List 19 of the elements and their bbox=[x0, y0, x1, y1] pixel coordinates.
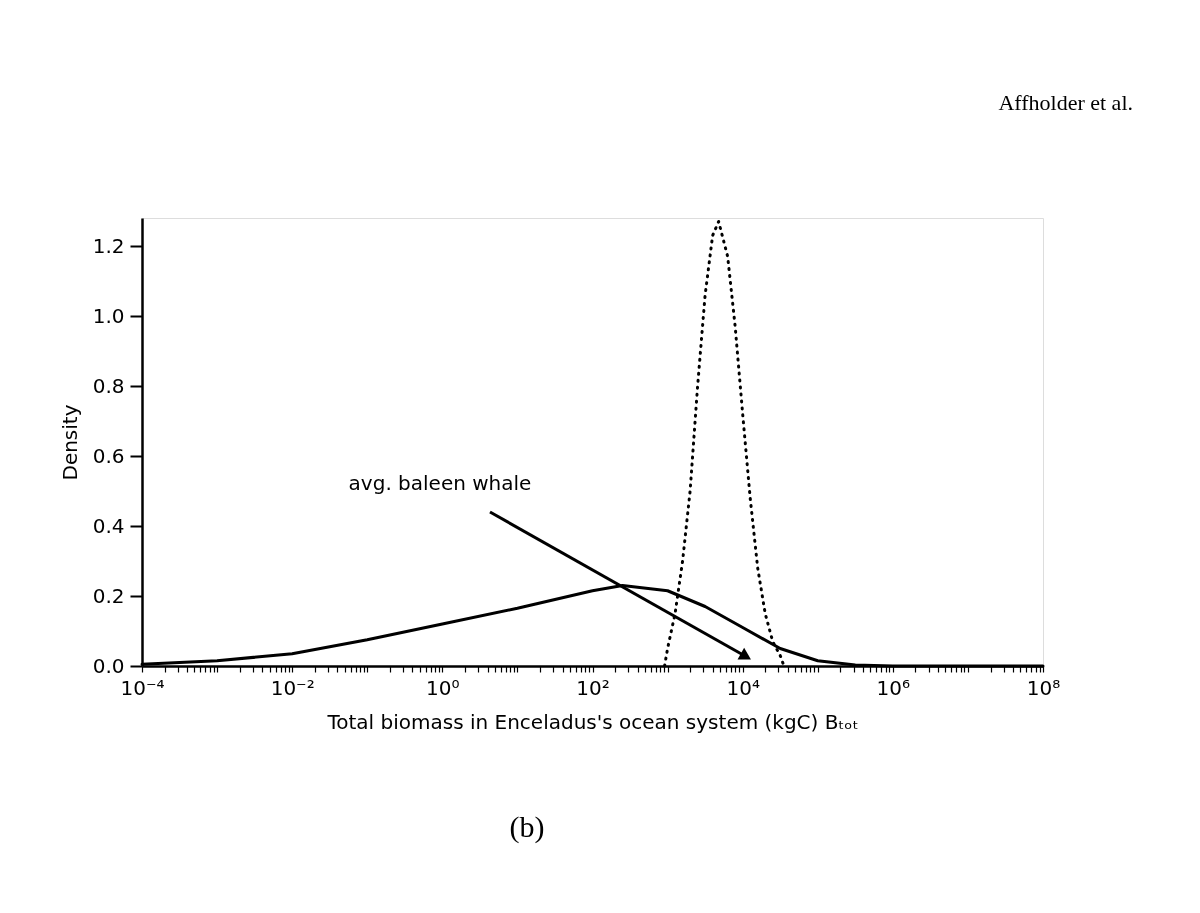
x-tick-label: 10⁻² bbox=[270, 675, 315, 700]
x-tick-label: 10² bbox=[576, 675, 610, 700]
text: (b) bbox=[509, 810, 545, 844]
y-tick-label: 0.4 bbox=[92, 513, 125, 538]
x-tick-label: 10⁴ bbox=[726, 675, 760, 700]
y-tick-label: 1.0 bbox=[92, 303, 125, 328]
text: Affholder et al. bbox=[998, 90, 1133, 115]
y-tick-label: 0.0 bbox=[92, 653, 125, 678]
x-tick-label: 10⁶ bbox=[876, 675, 911, 700]
x-tick-label: 10⁻⁴ bbox=[120, 675, 165, 700]
x-tick-label: 10⁰ bbox=[426, 675, 460, 700]
y-tick-label: 0.6 bbox=[92, 443, 125, 468]
y-tick-label: 1.2 bbox=[92, 233, 125, 258]
annotation: avg. baleen whale bbox=[348, 471, 532, 495]
x-tick-label: 10⁸ bbox=[1026, 675, 1061, 700]
y-tick-label: 0.8 bbox=[92, 373, 125, 398]
y-axis-title: Density bbox=[57, 404, 82, 481]
x-axis-title: Total biomass in Enceladus's ocean system (kgC) Bₜₒₜ bbox=[326, 709, 859, 734]
y-tick-label: 0.2 bbox=[92, 583, 125, 608]
